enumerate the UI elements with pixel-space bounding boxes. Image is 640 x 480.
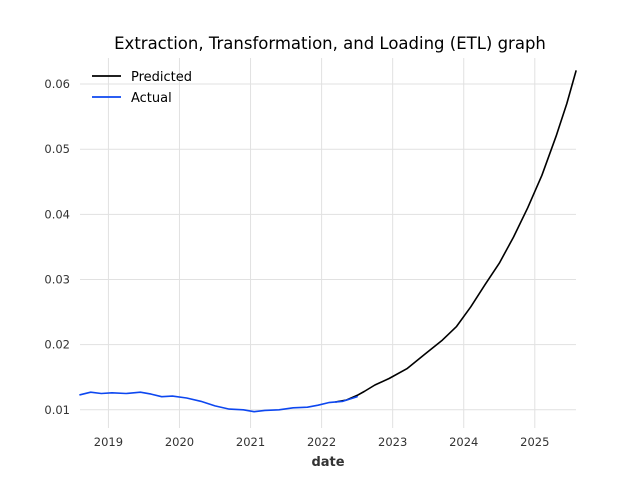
x-tick-label: 2019 [94,435,123,449]
x-tick-label: 2022 [307,435,336,449]
y-tick-label: 0.01 [44,403,70,417]
x-tick-label: 2021 [236,435,265,449]
x-tick-label: 2020 [165,435,194,449]
y-gridlines [80,83,576,411]
x-tick-label: 2023 [378,435,407,449]
chart-title: Extraction, Transformation, and Loading … [114,34,546,53]
series-line-actual [79,391,358,413]
y-tick-label: 0.05 [44,142,70,156]
x-tick-label: 2024 [449,435,478,449]
series-line-predicted [335,70,577,403]
y-tick-label: 0.06 [44,77,70,91]
y-tick-label: 0.02 [44,338,70,352]
legend-label-actual: Actual [131,91,172,106]
x-tick-labels: 2019 2020 2021 2022 2023 2024 2025 [94,435,550,449]
y-tick-label: 0.04 [44,207,70,221]
x-gridlines [107,58,536,428]
y-tick-label: 0.03 [44,272,70,286]
y-tick-labels: 0.01 0.02 0.03 0.04 0.05 0.06 [44,77,70,417]
series-layer [79,70,577,413]
legend-label-predicted: Predicted [131,70,192,85]
x-axis-label: date [311,455,344,470]
legend: Predicted Actual [92,70,192,106]
x-tick-label: 2025 [520,435,549,449]
